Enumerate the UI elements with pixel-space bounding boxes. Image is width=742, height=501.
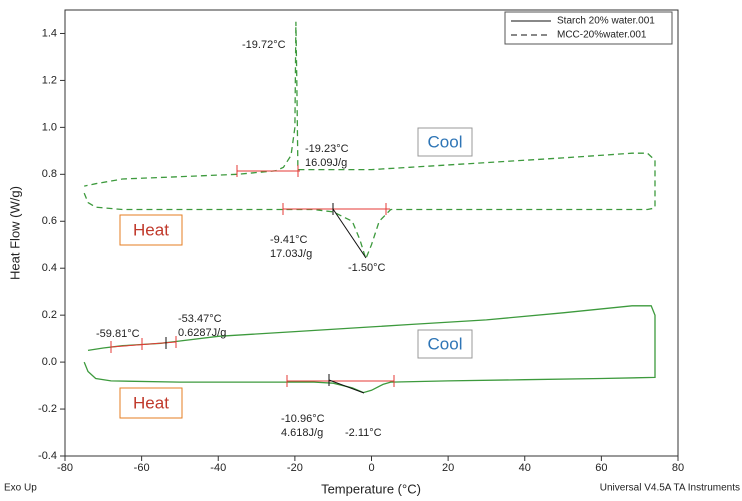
legend-label: Starch 20% water.001 (557, 16, 655, 27)
label-box (417, 127, 473, 157)
x-tick-label: -40 (210, 462, 226, 474)
plot-area (83, 21, 656, 394)
annotation: -1.50°C (348, 262, 385, 274)
x-tick-label: 40 (519, 462, 531, 474)
y-tick-label: 1.4 (42, 27, 57, 39)
annotation: Heat (133, 220, 169, 239)
x-tick-label: -60 (134, 462, 150, 474)
series-line (83, 21, 656, 261)
annotation: -10.96°C (281, 413, 325, 425)
x-axis-label: Temperature (°C) (321, 481, 421, 496)
label-box (119, 214, 183, 246)
y-tick-label: -0.2 (38, 403, 57, 415)
y-tick-label: 1.0 (42, 121, 57, 133)
analysis-lines (110, 165, 395, 387)
annotation: -53.47°C (178, 313, 222, 325)
legend-label: MCC-20%water.001 (557, 30, 647, 41)
annotation: 0.6287J/g (178, 327, 226, 339)
annotation: Cool (428, 132, 463, 151)
label-box (119, 387, 183, 419)
legend-box (504, 11, 673, 45)
footer-right: Universal V4.5A TA Instruments (600, 483, 740, 494)
y-axis-label: Heat Flow (W/g) (7, 186, 22, 280)
y-tick-label: 0.6 (42, 215, 57, 227)
y-tick-label: 0.4 (42, 262, 57, 274)
annotation: 4.618J/g (281, 427, 323, 439)
annotation: -19.23°C (305, 143, 349, 155)
x-tick-label: -20 (287, 462, 303, 474)
annotation: Cool (428, 334, 463, 353)
label-box (417, 329, 473, 359)
x-tick-label: 0 (368, 462, 374, 474)
annotation: -9.41°C (270, 234, 307, 246)
y-tick-label: 1.2 (42, 74, 57, 86)
x-tick-label: -80 (57, 462, 73, 474)
analysis-black-lines (165, 203, 367, 394)
y-tick-label: 0.8 (42, 168, 57, 180)
x-tick-label: 20 (442, 462, 454, 474)
x-tick-label: 80 (672, 462, 684, 474)
annotation: -19.72°C (242, 39, 286, 51)
y-tick-label: 0.0 (42, 356, 57, 368)
annotation: Heat (133, 393, 169, 412)
series-line (83, 305, 656, 394)
annotation: -59.81°C (96, 328, 140, 340)
annotation: 16.09J/g (305, 157, 347, 169)
y-tick-label: 0.2 (42, 309, 57, 321)
y-tick-label: -0.4 (38, 450, 57, 462)
annotation: -2.11°C (345, 427, 382, 439)
x-tick-label: 60 (595, 462, 607, 474)
annotation: 17.03J/g (270, 248, 312, 260)
footer-left: Exo Up (4, 483, 37, 494)
